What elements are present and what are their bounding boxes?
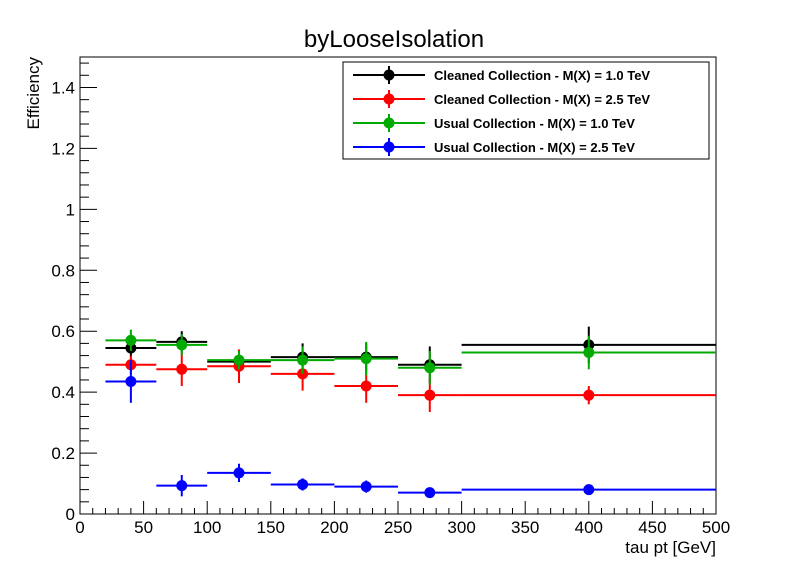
x-tick-label: 200	[320, 518, 348, 537]
data-point	[207, 351, 271, 370]
data-marker	[424, 487, 436, 499]
data-point	[105, 360, 157, 403]
data-point	[461, 386, 716, 405]
data-point	[156, 475, 208, 497]
data-marker	[176, 480, 188, 492]
legend-marker	[383, 141, 395, 153]
data-point	[156, 352, 208, 387]
series-4	[105, 360, 716, 499]
x-tick-label: 500	[702, 518, 730, 537]
data-point	[156, 334, 208, 356]
data-point	[461, 484, 716, 496]
y-tick-label: 0.8	[51, 261, 75, 280]
y-tick-label: 1.4	[51, 78, 75, 97]
data-point	[461, 335, 716, 370]
y-tick-label: 0.6	[51, 322, 75, 341]
data-point	[207, 463, 271, 483]
data-marker	[424, 362, 436, 374]
data-marker	[125, 375, 137, 387]
legend-label: Cleaned Collection - M(X) = 1.0 TeV	[434, 68, 650, 83]
legend-marker	[383, 93, 395, 105]
legend-label: Usual Collection - M(X) = 2.5 TeV	[434, 140, 635, 155]
data-marker	[233, 467, 245, 479]
x-tick-label: 450	[638, 518, 666, 537]
data-marker	[583, 484, 595, 496]
data-marker	[176, 339, 188, 351]
x-tick-label: 0	[75, 518, 84, 537]
data-point	[334, 480, 398, 493]
data-marker	[360, 481, 372, 493]
legend-entries: Cleaned Collection - M(X) = 1.0 TeV Clean…	[353, 66, 650, 156]
x-tick-label: 150	[257, 518, 285, 537]
y-tick-label: 1.2	[51, 139, 75, 158]
x-tick-label: 400	[575, 518, 603, 537]
x-tick-label: 300	[447, 518, 475, 537]
series-3	[105, 329, 716, 385]
legend-entry: Usual Collection - M(X) = 1.0 TeV	[353, 114, 635, 132]
y-axis-tick-labels: 0 0.2 0.4 0.6 0.8 1 1.2 1.4	[51, 78, 75, 524]
data-marker	[297, 354, 309, 366]
data-marker	[583, 389, 595, 401]
x-axis-tick-labels: 0 50 100 150 200 250 300 350 400 450 500	[75, 518, 730, 537]
series-layer	[105, 326, 716, 499]
data-marker	[233, 354, 245, 366]
data-marker	[360, 380, 372, 392]
data-marker	[360, 353, 372, 365]
x-tick-label: 350	[511, 518, 539, 537]
x-tick-label: 250	[384, 518, 412, 537]
legend-label: Usual Collection - M(X) = 1.0 TeV	[434, 116, 635, 131]
data-point	[398, 351, 462, 385]
y-axis-ticks	[80, 62, 97, 515]
data-point	[334, 341, 398, 376]
data-point	[270, 346, 335, 374]
data-marker	[176, 363, 188, 375]
x-tick-label: 50	[134, 518, 153, 537]
data-marker	[125, 334, 137, 346]
y-tick-label: 0.4	[51, 383, 75, 402]
data-point	[270, 478, 335, 491]
chart-title: byLooseIsolation	[304, 26, 484, 53]
data-marker	[424, 389, 436, 401]
y-tick-label: 0.2	[51, 444, 75, 463]
legend: Cleaned Collection - M(X) = 1.0 TeV Clean…	[342, 61, 710, 160]
legend-entry: Cleaned Collection - M(X) = 1.0 TeV	[353, 66, 650, 84]
y-axis-title: Efficiency	[24, 57, 43, 130]
x-tick-label: 100	[193, 518, 221, 537]
data-point	[105, 329, 157, 352]
x-axis-ticks	[79, 501, 717, 514]
data-marker	[583, 347, 595, 359]
data-marker	[297, 478, 309, 490]
legend-entry: Usual Collection - M(X) = 2.5 TeV	[353, 138, 635, 156]
legend-box	[342, 61, 710, 160]
legend-label: Cleaned Collection - M(X) = 2.5 TeV	[434, 92, 650, 107]
legend-marker	[383, 117, 395, 129]
legend-entry: Cleaned Collection - M(X) = 2.5 TeV	[353, 90, 650, 108]
x-axis-title: tau pt [GeV]	[625, 538, 716, 557]
data-point	[398, 487, 462, 499]
legend-marker	[383, 69, 395, 81]
y-tick-label: 0	[66, 505, 75, 524]
y-tick-label: 1	[66, 200, 75, 219]
